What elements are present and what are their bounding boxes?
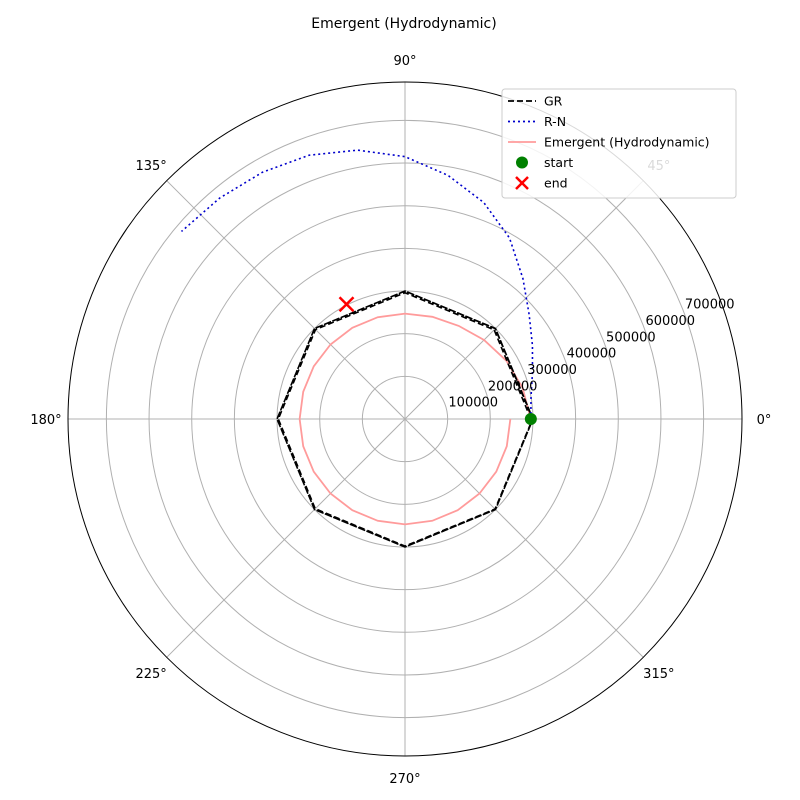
r-tick-label-3: 400000 xyxy=(567,347,617,362)
r-tick-label-6: 700000 xyxy=(685,298,735,313)
angular-gridline-1 xyxy=(404,180,644,420)
r-tick-label-1: 200000 xyxy=(488,379,538,394)
r-tick-label-4: 500000 xyxy=(606,330,656,345)
tick-labels: 0°45°90°135°180°225°270°315°100000200000… xyxy=(30,54,771,787)
theta-tick-label-5: 225° xyxy=(135,667,166,682)
polar-grid xyxy=(67,81,743,757)
r-tick-label-0: 100000 xyxy=(448,396,498,411)
marker-start xyxy=(524,413,537,425)
theta-tick-label-3: 135° xyxy=(135,159,166,174)
legend-label-3: start xyxy=(544,155,573,170)
theta-tick-label-4: 180° xyxy=(30,413,61,428)
legend-swatch-4 xyxy=(515,176,529,190)
marker-end-stroke-b xyxy=(338,296,355,313)
legend-swatch-3 xyxy=(516,156,528,169)
theta-tick-label-7: 315° xyxy=(643,667,674,682)
series-line-emergent-hydrodynamic xyxy=(298,312,532,526)
theta-tick-label-2: 90° xyxy=(393,54,416,69)
legend-label-0: GR xyxy=(544,94,563,109)
r-tick-label-2: 300000 xyxy=(527,363,577,378)
point-markers xyxy=(338,296,537,425)
series-line-r-n xyxy=(180,149,534,420)
legend-box xyxy=(501,88,737,199)
chart-title: Emergent (Hydrodynamic) xyxy=(311,16,496,32)
theta-tick-label-6: 270° xyxy=(389,772,420,787)
series-lines xyxy=(180,149,534,548)
legend-label-2: Emergent (Hydrodynamic) xyxy=(544,135,710,150)
angular-gridline-7 xyxy=(404,418,644,658)
legend-label-4: end xyxy=(544,176,568,191)
angular-gridline-3 xyxy=(166,180,406,420)
theta-tick-label-0: 0° xyxy=(757,413,772,428)
legend-label-1: R-N xyxy=(544,114,566,129)
marker-end xyxy=(338,296,355,313)
polar-frame xyxy=(67,81,743,757)
r-tick-label-5: 600000 xyxy=(645,314,695,329)
legend: GR R-N Emergent (Hydrodynamic) start end xyxy=(501,88,737,199)
angular-gridline-5 xyxy=(166,418,406,658)
legend-swatch-4-b xyxy=(515,176,529,190)
